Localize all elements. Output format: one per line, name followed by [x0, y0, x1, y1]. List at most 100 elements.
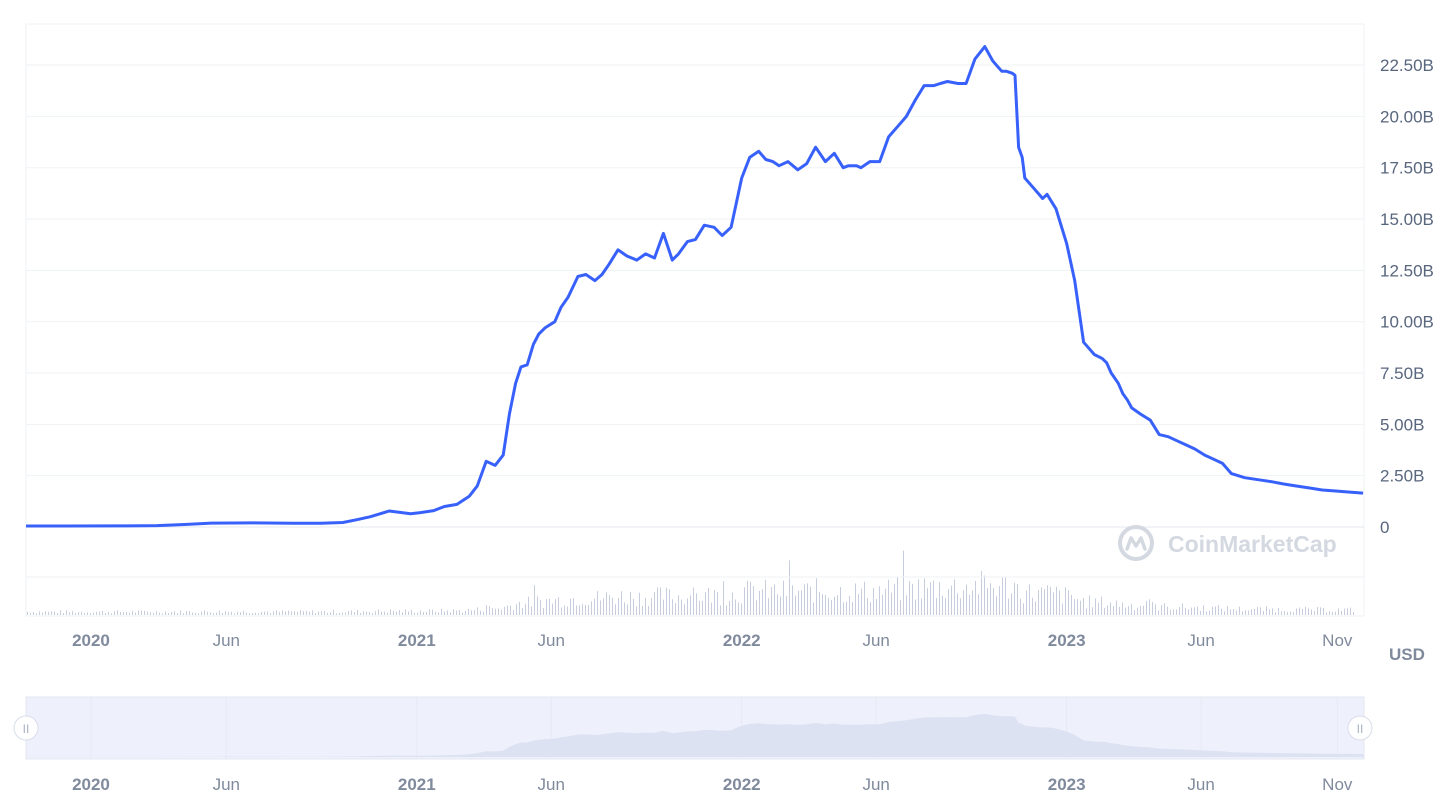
volume-bar	[90, 613, 91, 615]
volume-bar	[1086, 608, 1087, 615]
volume-bar	[807, 583, 808, 615]
volume-bar	[1233, 609, 1234, 615]
volume-bar	[927, 588, 928, 615]
volume-bar	[966, 584, 967, 615]
volume-bar	[144, 610, 145, 615]
volume-bar	[1296, 608, 1297, 615]
volume-bar	[687, 598, 688, 615]
volume-bar	[1230, 609, 1231, 615]
volume-bar	[249, 613, 250, 615]
volume-bar	[618, 598, 619, 615]
volume-bar	[333, 609, 334, 615]
volume-bar	[141, 610, 142, 615]
volume-bar	[411, 609, 412, 615]
x-tick-label: 2020	[72, 631, 110, 650]
volume-bar	[390, 609, 391, 615]
volume-bar	[267, 611, 268, 615]
volume-bar	[582, 604, 583, 615]
volume-bar	[627, 604, 628, 615]
series-line-market-cap[interactable]	[26, 45, 1364, 528]
navigator-tick-label: 2020	[72, 775, 110, 794]
volume-bar	[876, 599, 877, 615]
navigator-tick-label: Jun	[538, 775, 565, 794]
volume-bar	[1098, 602, 1099, 615]
volume-bar	[1050, 586, 1051, 615]
volume-bar	[951, 585, 952, 615]
volume-bar	[228, 611, 229, 615]
volume-bar	[1326, 612, 1327, 615]
right-handle-glyph: II	[1357, 722, 1364, 736]
volume-bar	[315, 613, 316, 615]
volume-bar	[690, 595, 691, 615]
volume-bar	[1335, 611, 1336, 615]
volume-bar	[882, 594, 883, 615]
volume-bar	[930, 582, 931, 615]
volume-bar	[258, 613, 259, 615]
volume-bar	[27, 611, 28, 615]
volume-bar	[567, 606, 568, 615]
plot-frame	[25, 23, 1365, 617]
volume-bar	[576, 605, 577, 615]
volume-bar	[246, 612, 247, 615]
volume-bar	[477, 607, 478, 615]
volume-bar	[384, 611, 385, 615]
volume-bar	[732, 592, 733, 615]
volume-bar	[126, 611, 127, 615]
volume-bar	[561, 607, 562, 615]
volume-bar	[336, 613, 337, 615]
volume-bar	[435, 611, 436, 615]
volume-bar	[738, 602, 739, 615]
volume-bar	[954, 579, 955, 615]
volume-bar	[1053, 592, 1054, 615]
volume-bar	[450, 612, 451, 615]
volume-bar	[822, 594, 823, 615]
volume-bar	[462, 612, 463, 615]
y-tick-label: 2.50B	[1380, 467, 1424, 486]
volume-bar	[1206, 611, 1207, 615]
volume-bar	[237, 611, 238, 615]
volume-bar	[243, 610, 244, 615]
volume-bar	[270, 612, 271, 615]
currency-label: USD	[1389, 645, 1425, 664]
volume-bar	[804, 584, 805, 615]
volume-bar	[996, 596, 997, 615]
volume-bar	[123, 611, 124, 615]
y-tick-label: 5.00B	[1380, 415, 1424, 434]
volume-bar	[1122, 602, 1123, 615]
volume-bar	[117, 610, 118, 615]
volume-bar	[192, 612, 193, 615]
volume-bar	[429, 609, 430, 615]
volume-bar	[555, 598, 556, 615]
volume-bar	[132, 610, 133, 615]
volume-bar	[849, 595, 850, 615]
volume-bar	[531, 606, 532, 615]
volume-bar	[1302, 608, 1303, 615]
navigator-right-handle[interactable]: II	[1347, 715, 1373, 741]
volume-bar	[1083, 598, 1084, 615]
range-navigator[interactable]: II II 2020 Jun 2021 Jun 2022 Jun 2023 Jun Nov	[13, 696, 1373, 794]
volume-bar	[138, 610, 139, 615]
volume-bar	[606, 592, 607, 615]
volume-bar	[438, 612, 439, 615]
volume-bar	[921, 598, 922, 615]
volume-bar	[48, 611, 49, 615]
navigator-tick-label: Jun	[1187, 775, 1214, 794]
volume-bar	[60, 610, 61, 615]
volume-bar	[321, 611, 322, 615]
volume-bar	[591, 601, 592, 615]
y-tick-label: 20.00B	[1380, 107, 1434, 126]
volume-bar	[1005, 577, 1006, 615]
volume-bar	[264, 611, 265, 615]
volume-bar	[447, 610, 448, 615]
navigator-left-handle[interactable]: II	[13, 715, 39, 741]
volume-bar	[993, 588, 994, 615]
volume-bar	[1260, 607, 1261, 615]
volume-bar	[525, 603, 526, 615]
volume-bar	[1101, 596, 1102, 615]
volume-bar	[816, 578, 817, 615]
volume-bar	[426, 611, 427, 615]
volume-bar	[216, 612, 217, 615]
volume-bar	[165, 611, 166, 615]
volume-bar	[825, 594, 826, 615]
